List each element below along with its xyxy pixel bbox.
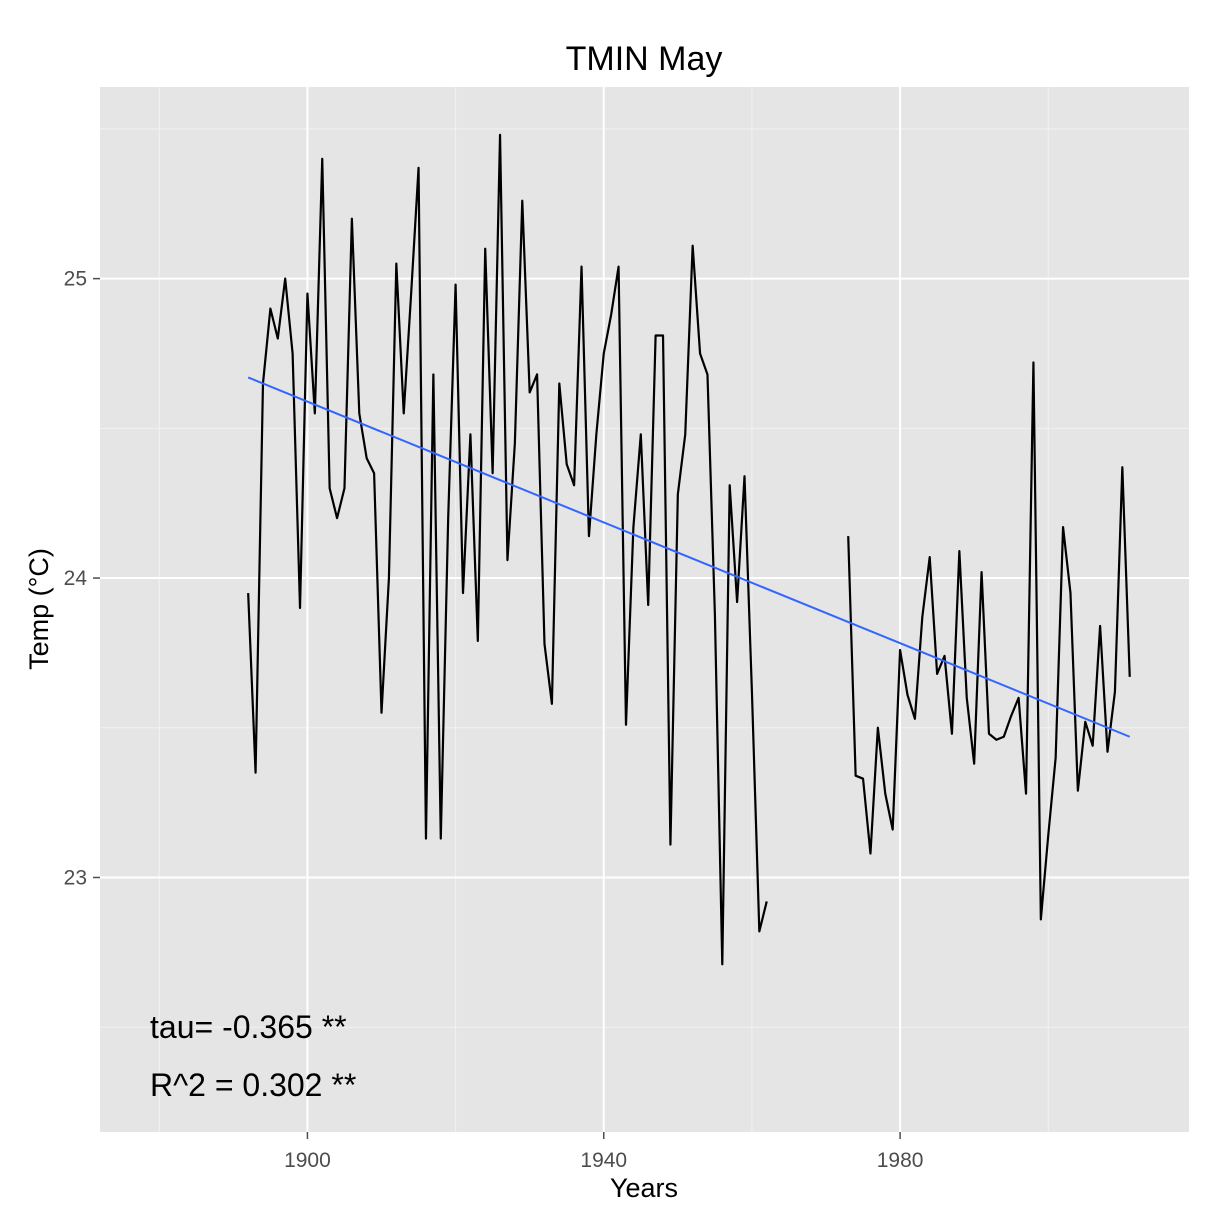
y-tick-label: 24 <box>64 567 88 590</box>
r-squared-annotation: R^2 = 0.302 ** <box>150 1067 356 1103</box>
x-tick-label: 1980 <box>877 1149 924 1172</box>
major-gridlines <box>100 87 1189 1132</box>
y-tick-label: 23 <box>64 866 87 889</box>
y-axis: 23 24 25 <box>64 268 100 889</box>
trend-line <box>247 376 1131 738</box>
data-series <box>247 133 1131 966</box>
x-axis: 1900 1940 1980 <box>284 1132 923 1172</box>
chart-title: TMIN May <box>566 40 723 78</box>
x-tick-label: 1900 <box>284 1149 331 1172</box>
minor-gridlines <box>100 87 1189 1132</box>
y-tick-label: 25 <box>64 268 87 291</box>
y-axis-title: Temp (°C) <box>24 548 54 670</box>
x-tick-label: 1940 <box>580 1149 627 1172</box>
tau-annotation: tau= -0.365 ** <box>150 1009 347 1045</box>
temperature-line <box>247 133 1131 966</box>
x-axis-title: Years <box>610 1173 678 1203</box>
plot-panel <box>100 87 1189 1132</box>
